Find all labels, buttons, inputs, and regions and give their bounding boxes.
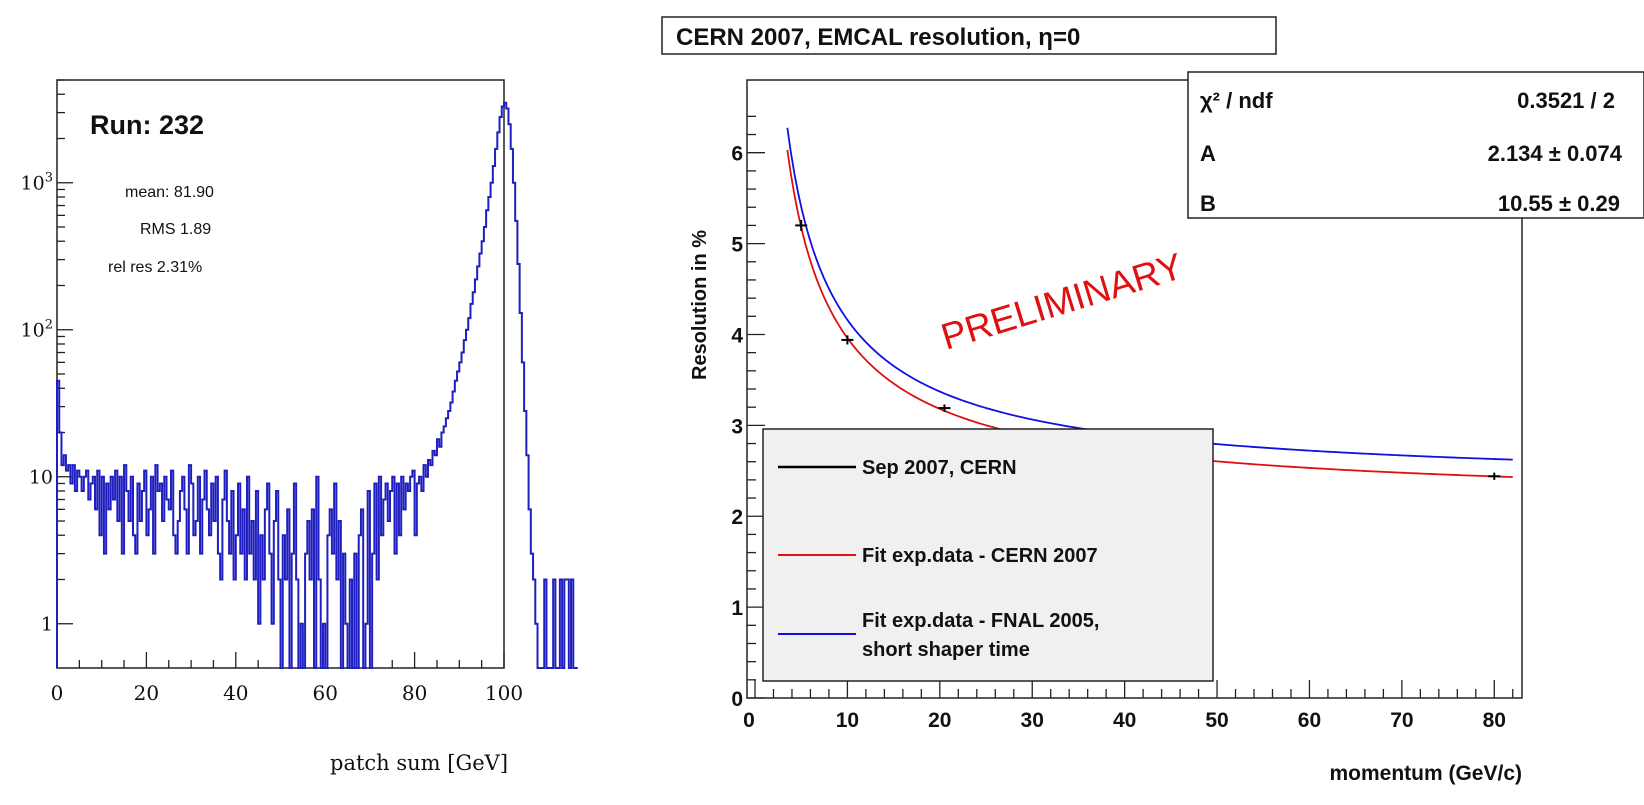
histogram-x-tick-label: 60	[312, 681, 337, 705]
fit-stats-box: χ² / ndf 0.3521 / 2 A 2.134 ± 0.074 B 10…	[1187, 71, 1644, 219]
resolution-x-tick-label: 80	[1483, 709, 1506, 732]
histogram-y-ticks: 1 10 102 103	[21, 79, 73, 636]
data-point	[841, 335, 854, 345]
stat-a-value: 2.134 ± 0.074	[1488, 141, 1623, 166]
resolution-x-tick-label: 60	[1298, 709, 1321, 732]
rms-label: RMS 1.89	[140, 221, 211, 238]
histogram-y-tick-label: 10	[29, 467, 53, 489]
histogram-x-tick-label: 100	[485, 681, 523, 705]
resolution-plot: CERN 2007, EMCAL resolution, η=0 0 1 2 3 4 5 6…	[661, 16, 1644, 785]
preliminary-watermark: PRELIMINARY	[936, 245, 1187, 357]
stat-chi2-label: χ² / ndf	[1200, 88, 1273, 113]
resolution-x-label: momentum (GeV/c)	[1329, 762, 1522, 785]
resolution-y-tick-label: 4	[731, 324, 743, 347]
resolution-y-tick-label: 5	[731, 234, 743, 257]
stat-b-label: B	[1200, 191, 1216, 216]
resolution-y-tick-label: 2	[731, 506, 743, 529]
title-box	[661, 16, 1277, 55]
histogram-x-tick-label: 20	[134, 681, 159, 705]
legend-label-data: Sep 2007, CERN	[862, 457, 1017, 479]
stat-chi2-value: 0.3521 / 2	[1517, 88, 1615, 113]
legend: Sep 2007, CERN Fit exp.data - CERN 2007 …	[762, 428, 1214, 682]
resolution-y-label: Resolution in %	[689, 230, 711, 380]
resolution-y-ticks: 0 1 2 3 4 5 6	[731, 115, 765, 711]
legend-label-cern-fit: Fit exp.data - CERN 2007	[862, 545, 1098, 567]
histogram-y-tick-label: 103	[21, 171, 53, 195]
resolution-x-tick-label: 10	[836, 709, 859, 732]
resolution-x-tick-label: 50	[1205, 709, 1228, 732]
data-point	[938, 404, 951, 412]
legend-label-fnal-fit-2: short shaper time	[862, 639, 1030, 661]
run-label: Run: 232	[90, 110, 204, 140]
stat-b-value: 10.55 ± 0.29	[1498, 191, 1620, 216]
cern-data-points	[795, 219, 1501, 480]
histogram-x-tick-label: 40	[223, 681, 248, 705]
histogram-y-tick-label: 1	[41, 614, 53, 636]
histogram-y-tick-label: 102	[21, 318, 53, 342]
histogram-x-label: patch sum [GeV]	[330, 751, 508, 775]
histogram-series	[56, 101, 578, 669]
resolution-x-tick-label: 20	[928, 709, 951, 732]
resolution-y-tick-label: 1	[731, 597, 743, 620]
histogram-x-tick-label: 80	[402, 681, 427, 705]
relres-label: rel res 2.31%	[108, 259, 202, 276]
resolution-y-tick-label: 3	[731, 415, 743, 438]
resolution-x-tick-label: 30	[1021, 709, 1044, 732]
resolution-x-ticks: 0 10 20 30 40 50 60 70 80	[743, 680, 1514, 732]
stat-a-label: A	[1200, 141, 1216, 166]
data-point	[1488, 472, 1501, 480]
fit-stats-frame	[1187, 71, 1644, 219]
legend-label-fnal-fit-1: Fit exp.data - FNAL 2005,	[862, 610, 1099, 632]
resolution-x-tick-label: 40	[1113, 709, 1136, 732]
resolution-title: CERN 2007, EMCAL resolution, η=0	[676, 24, 1080, 51]
histogram-plot: 1 10 102 103 0 20 40 60 80 100 Run: 232 mean: 81…	[21, 79, 578, 775]
histogram-x-tick-label: 0	[51, 681, 64, 705]
data-point	[795, 219, 808, 231]
resolution-x-tick-label: 70	[1390, 709, 1413, 732]
resolution-y-tick-label: 6	[731, 143, 743, 166]
resolution-y-tick-label: 0	[731, 688, 743, 711]
histogram-x-ticks: 0 20 40 60 80 100	[51, 652, 523, 705]
resolution-x-tick-label: 0	[743, 709, 755, 732]
mean-label: mean: 81.90	[125, 184, 214, 201]
